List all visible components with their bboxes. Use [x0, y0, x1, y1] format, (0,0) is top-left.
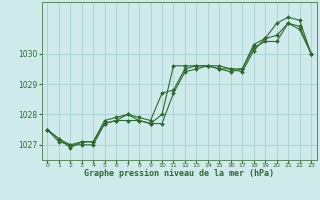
X-axis label: Graphe pression niveau de la mer (hPa): Graphe pression niveau de la mer (hPa) — [84, 169, 274, 178]
